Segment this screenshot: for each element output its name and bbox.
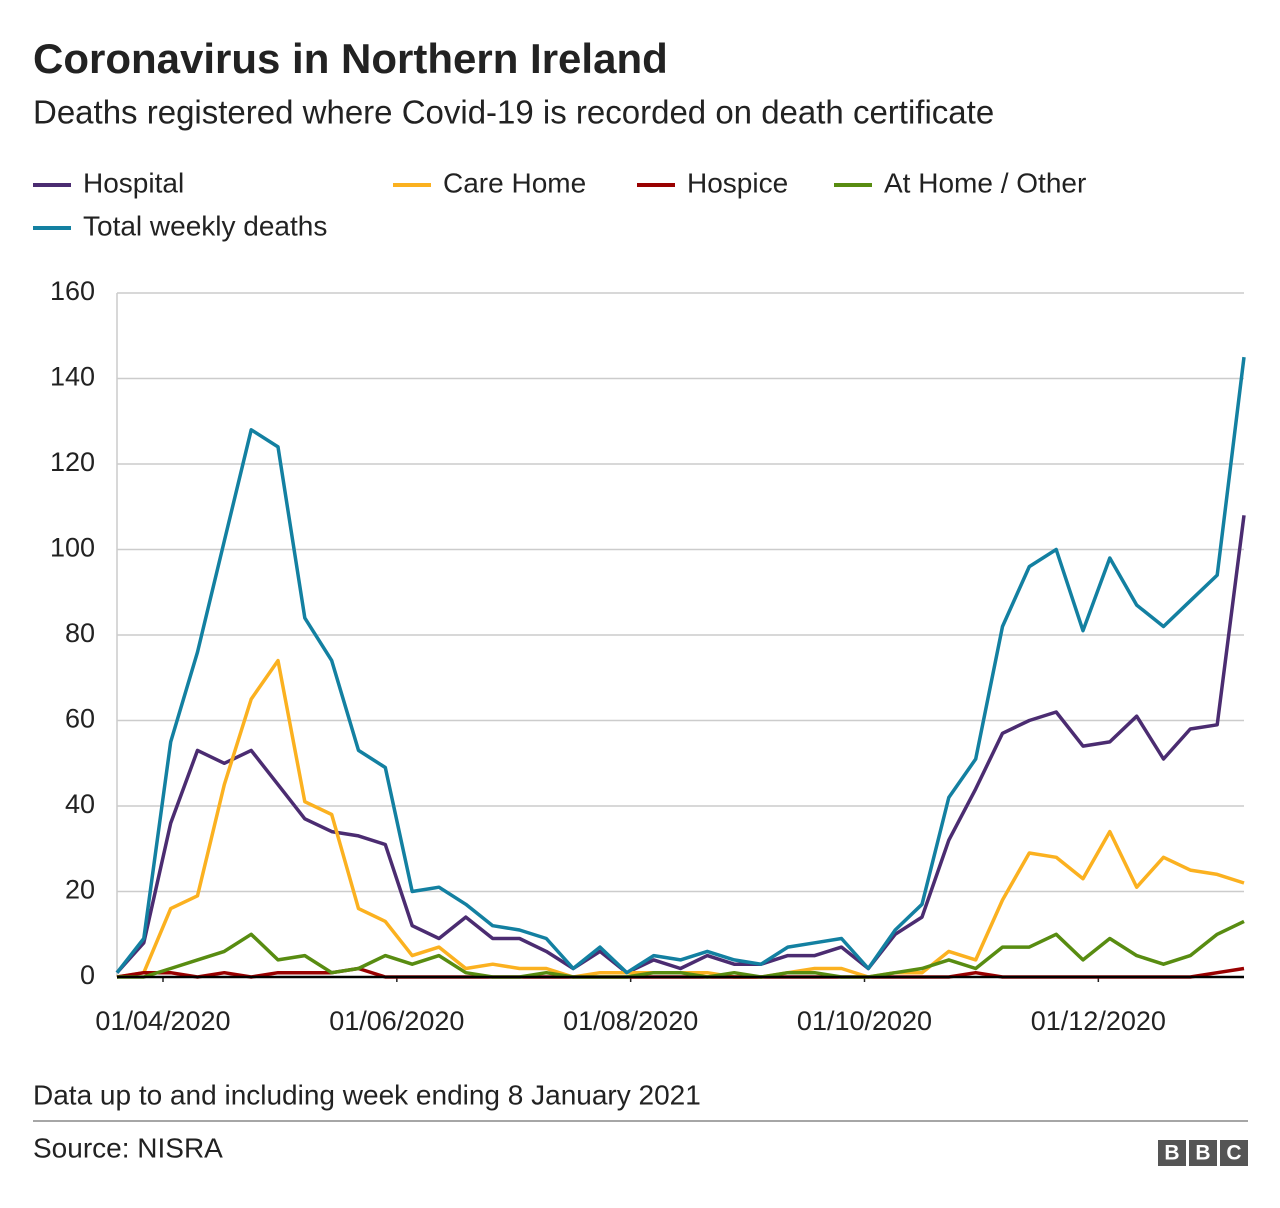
series-line (117, 919, 1245, 979)
legend-label: Care Home (443, 167, 586, 198)
source: Source: NISRA (33, 1132, 223, 1163)
chart-title: Coronavirus in Northern Ireland (33, 35, 668, 82)
logo-letter: C (1226, 1142, 1241, 1165)
y-tick-label: 100 (50, 533, 95, 563)
y-tick-label: 0 (80, 960, 95, 990)
logo-block (1189, 1140, 1217, 1166)
x-tick-label: 01/04/2020 (95, 1006, 230, 1036)
chart-subtitle: Deaths registered where Covid-19 is reco… (33, 94, 994, 131)
y-tick-label: 40 (65, 789, 95, 819)
series-line (115, 356, 1246, 975)
x-tick-label: 01/08/2020 (563, 1006, 698, 1036)
legend-label: Hospice (687, 167, 788, 198)
x-tick-label: 01/12/2020 (1031, 1006, 1166, 1036)
x-tick-label: 01/10/2020 (797, 1006, 932, 1036)
logo-block (1220, 1140, 1248, 1166)
legend-label: Total weekly deaths (83, 210, 327, 241)
y-tick-label: 80 (65, 618, 95, 648)
logo-letter: B (1164, 1142, 1179, 1165)
y-tick-label: 140 (50, 362, 95, 392)
y-tick-label: 20 (65, 875, 95, 905)
logo-block (1158, 1140, 1186, 1166)
series-line (115, 515, 1246, 975)
x-tick-label: 01/06/2020 (329, 1006, 464, 1036)
y-tick-label: 160 (50, 276, 95, 306)
legend-label: Hospital (83, 167, 184, 198)
series-line (116, 658, 1245, 979)
legend-label: At Home / Other (884, 167, 1086, 198)
y-tick-label: 120 (50, 447, 95, 477)
note: Data up to and including week ending 8 J… (33, 1079, 701, 1110)
y-tick-label: 60 (65, 704, 95, 734)
logo-letter: B (1195, 1142, 1210, 1165)
